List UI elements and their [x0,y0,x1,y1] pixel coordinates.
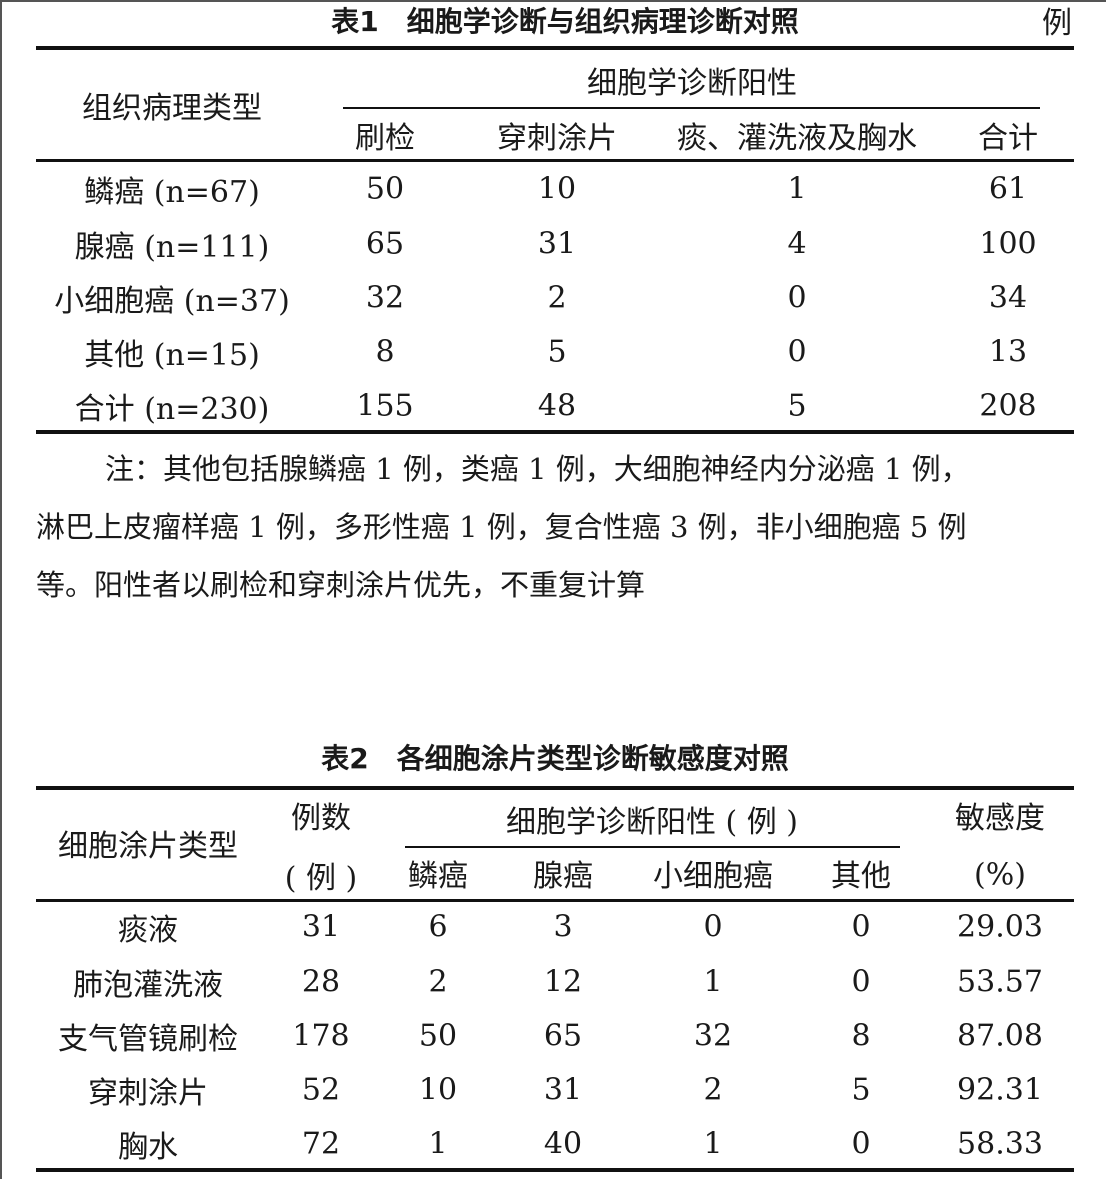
table1-col-header: 痰、灌洗液及胸水 [677,121,917,156]
table-cell: 72 [301,1126,341,1162]
table2-col-header: 腺癌 [533,859,593,894]
table-cell: 50 [418,1018,458,1054]
table2-bottom-rule [36,1168,1074,1172]
table2-sens-unit: (%) [974,857,1026,893]
row-label: 腺癌 (n=111) [74,230,270,265]
table-cell: 31 [537,226,577,262]
row-label: 鳞癌 (n=67) [84,175,260,210]
table1-note-line: 等。阳性者以刷检和穿刺涂片优先，不重复计算 [36,568,646,602]
table2-col-header: 鳞癌 [408,859,468,894]
table-cell: 40 [543,1126,583,1162]
table-cell: 0 [703,909,723,945]
table-cell: 1 [428,1126,448,1162]
table1-unit: 例 [1042,6,1072,41]
row-label: 合计 (n=230) [74,392,270,427]
table2-sens-header: 敏感度 [955,801,1045,836]
row-label: 穿刺涂片 [88,1076,208,1111]
table-cell: 1 [787,171,807,207]
row-label: 胸水 [118,1130,178,1165]
table1-group-rule [343,107,1040,109]
table-cell: 0 [787,334,807,370]
table-cell: 1 [703,1126,723,1162]
table-cell: 5 [787,388,807,424]
table-cell: 178 [292,1018,350,1054]
table-cell: 0 [851,909,871,945]
table-cell: 0 [787,280,807,316]
table1-header-rule [36,159,1074,162]
table2-count-unit: ( 例 ) [284,861,358,896]
table-cell: 2 [428,964,448,1000]
table-cell: 31 [301,909,341,945]
table-cell: 87.08 [957,1018,1043,1054]
table1-col-header: 穿刺涂片 [497,121,617,156]
table-cell: 8 [375,334,395,370]
table2-col-header: 其他 [831,859,891,894]
table-cell: 5 [547,334,567,370]
table2-group-header: 细胞学诊断阳性 ( 例 ) [505,805,799,840]
table-cell: 1 [703,964,723,1000]
table-cell: 52 [301,1072,341,1108]
table-cell: 2 [703,1072,723,1108]
table-cell: 100 [979,226,1037,262]
row-label: 支气管镜刷检 [58,1022,238,1057]
table1-note-line: 注：其他包括腺鳞癌 1 例，类癌 1 例，大细胞神经内分泌癌 1 例， [105,452,970,486]
table2-header-rule [36,899,1074,902]
table1-bottom-rule [36,430,1074,434]
table1-col-header: 合计 [978,121,1038,156]
row-label: 小细胞癌 (n=37) [54,284,290,319]
table-cell: 0 [851,1126,871,1162]
table-cell: 58.33 [957,1126,1043,1162]
table1-title: 表1 细胞学诊断与组织病理诊断对照 [331,5,799,38]
row-label: 肺泡灌洗液 [73,968,223,1003]
table-cell: 29.03 [957,909,1043,945]
table-cell: 8 [851,1018,871,1054]
table2-title: 表2 各细胞涂片类型诊断敏感度对照 [321,742,789,775]
table-cell: 2 [547,280,567,316]
table-cell: 48 [537,388,577,424]
table1-group-header: 细胞学诊断阳性 [587,66,797,101]
table-cell: 32 [365,280,405,316]
table2-top-rule [36,786,1074,790]
table-cell: 32 [693,1018,733,1054]
table1-col-header: 刷检 [355,121,415,156]
table-cell: 155 [356,388,414,424]
table-cell: 0 [851,964,871,1000]
table2-row-header: 细胞涂片类型 [58,829,238,864]
table1-row-header: 组织病理类型 [82,91,262,126]
table-cell: 10 [537,171,577,207]
row-label: 痰液 [118,913,178,948]
table2-count-header: 例数 [291,801,351,836]
table1-top-rule [36,46,1074,50]
table2-group-rule [405,846,900,848]
table-cell: 5 [851,1072,871,1108]
table-cell: 61 [988,171,1028,207]
table-cell: 4 [787,226,807,262]
table2-col-header: 小细胞癌 [653,859,773,894]
table-cell: 31 [543,1072,583,1108]
table-cell: 12 [543,964,583,1000]
table-cell: 92.31 [957,1072,1043,1108]
table-cell: 53.57 [957,964,1043,1000]
table-cell: 65 [365,226,405,262]
table-cell: 3 [553,909,573,945]
table-cell: 208 [979,388,1037,424]
table-cell: 34 [988,280,1028,316]
table-cell: 6 [428,909,448,945]
table-cell: 13 [988,334,1028,370]
table-cell: 65 [543,1018,583,1054]
table-cell: 28 [301,964,341,1000]
table-cell: 10 [418,1072,458,1108]
table1-note-line: 淋巴上皮瘤样癌 1 例，多形性癌 1 例，复合性癌 3 例，非小细胞癌 5 例 [36,510,967,544]
table-cell: 50 [365,171,405,207]
row-label: 其他 (n=15) [84,338,260,373]
